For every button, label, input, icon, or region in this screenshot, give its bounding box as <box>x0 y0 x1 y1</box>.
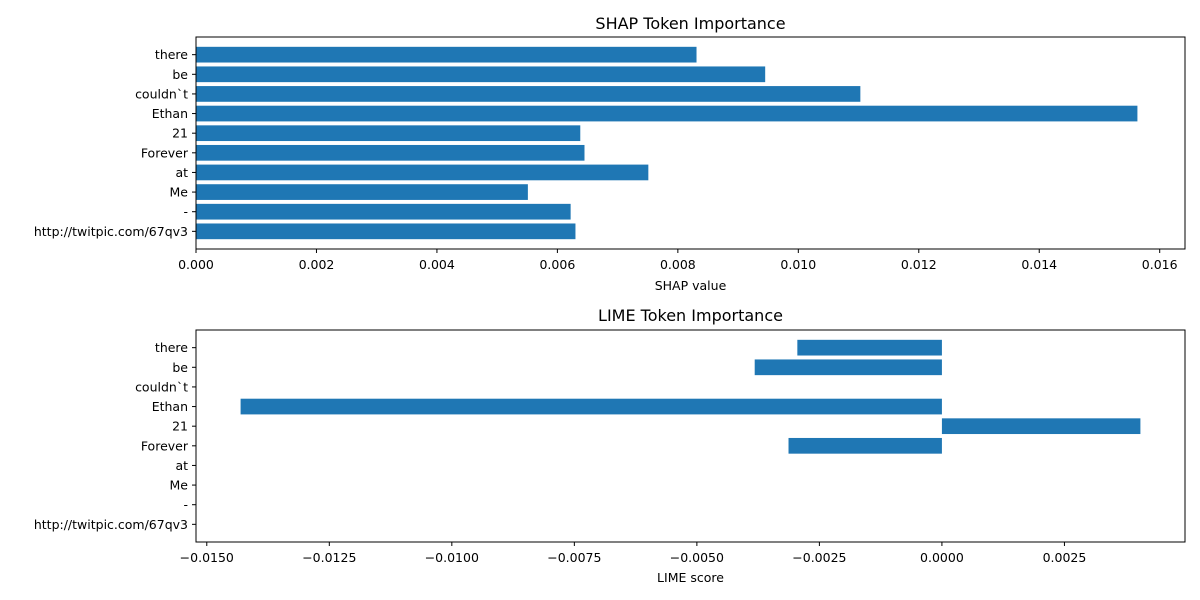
lime-bars <box>240 339 1141 454</box>
shap-x-tick-label: 0.006 <box>539 257 575 272</box>
shap-x-tick-label: 0.000 <box>178 257 214 272</box>
lime-y-tick-label: http://twitpic.com/67qv3 <box>34 517 188 532</box>
shap-chart-title: SHAP Token Importance <box>595 14 785 33</box>
shap-y-tick-label: there <box>155 47 188 62</box>
lime-y-axis: there be couldn`t Ethan 21 Forever at Me - http:/… <box>34 340 196 532</box>
lime-bar-21 <box>941 418 1141 435</box>
lime-plot-frame <box>195 329 1186 543</box>
lime-y-tick-label: 21 <box>172 419 188 434</box>
shap-bar-forever <box>196 144 585 161</box>
shap-y-tick-label: be <box>172 67 188 82</box>
shap-x-axis: 0.000 0.002 0.004 0.006 0.008 0.010 0.012 0.014… <box>178 249 1178 272</box>
lime-y-tick-label: Ethan <box>152 399 188 414</box>
lime-bar-be <box>754 359 942 376</box>
shap-bar-ethan <box>196 105 1138 122</box>
lime-chart-title: LIME Token Importance <box>598 306 783 325</box>
lime-x-axis-label: LIME score <box>657 570 724 585</box>
shap-y-tick-label: Forever <box>141 145 189 160</box>
shap-y-axis: there be couldn`t Ethan 21 Forever at Me - http:/… <box>34 47 196 239</box>
lime-x-tick-label: 0.0025 <box>1043 550 1087 565</box>
shap-y-tick-label: http://twitpic.com/67qv3 <box>34 224 188 239</box>
lime-y-tick-label: at <box>175 458 188 473</box>
lime-y-tick-label: - <box>183 497 188 512</box>
lime-bar-forever <box>788 437 942 454</box>
shap-plot-frame <box>195 36 1186 250</box>
shap-x-tick-label: 0.010 <box>780 257 816 272</box>
shap-y-tick-label: at <box>175 165 188 180</box>
shap-x-tick-label: 0.002 <box>299 257 335 272</box>
lime-x-tick-label: −0.0100 <box>425 550 479 565</box>
lime-x-tick-label: −0.0025 <box>792 550 846 565</box>
shap-bar-be <box>196 66 766 83</box>
shap-x-tick-label: 0.016 <box>1142 257 1178 272</box>
lime-y-tick-label: be <box>172 360 188 375</box>
lime-y-tick-label: there <box>155 340 188 355</box>
lime-x-tick-label: −0.0050 <box>670 550 724 565</box>
shap-x-tick-label: 0.012 <box>901 257 937 272</box>
lime-panel: LIME Token Importance there be couldn`t Eth… <box>34 306 1186 585</box>
shap-bar-21 <box>196 125 581 142</box>
shap-bar-at <box>196 164 649 181</box>
shap-bar-couldn-t <box>196 86 861 102</box>
lime-bar-ethan <box>240 398 942 415</box>
lime-x-tick-label: −0.0150 <box>180 550 234 565</box>
lime-bar-there <box>797 339 942 356</box>
shap-x-tick-label: 0.008 <box>660 257 696 272</box>
shap-x-tick-label: 0.014 <box>1021 257 1057 272</box>
shap-y-tick-label: Me <box>170 185 189 200</box>
shap-bar-there <box>196 46 697 63</box>
shap-y-tick-label: 21 <box>172 126 188 141</box>
lime-y-tick-label: couldn`t <box>135 379 188 394</box>
lime-y-tick-label: Me <box>170 478 189 493</box>
shap-bar-me <box>196 184 528 200</box>
lime-x-tick-label: −0.0125 <box>302 550 356 565</box>
shap-bar-http-twitpic-com-67qv3 <box>196 223 576 240</box>
lime-x-axis: −0.0150 −0.0125 −0.0100 −0.0075 −0.0050 −0.00… <box>180 542 1087 565</box>
shap-bars <box>196 46 1138 240</box>
lime-y-tick-label: Forever <box>141 438 189 453</box>
shap-y-tick-label: Ethan <box>152 106 188 121</box>
shap-y-tick-label: couldn`t <box>135 86 188 101</box>
shap-x-tick-label: 0.004 <box>419 257 455 272</box>
shap-y-tick-label: - <box>183 204 188 219</box>
lime-x-tick-label: −0.0075 <box>547 550 601 565</box>
lime-x-tick-label: 0.0000 <box>920 550 964 565</box>
shap-panel: SHAP Token Importance there be couldn`t Eth… <box>34 14 1186 293</box>
shap-x-axis-label: SHAP value <box>655 278 727 293</box>
shap-bar-item-8 <box>196 203 571 220</box>
